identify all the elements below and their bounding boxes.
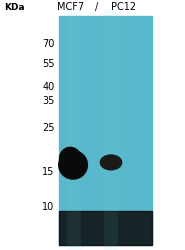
Text: KDa: KDa <box>4 3 24 12</box>
Text: 25: 25 <box>42 123 55 133</box>
Text: 40: 40 <box>42 82 55 92</box>
Text: 10: 10 <box>42 202 55 212</box>
Text: 35: 35 <box>42 96 55 106</box>
Ellipse shape <box>60 147 81 170</box>
Ellipse shape <box>59 151 88 179</box>
FancyBboxPatch shape <box>59 16 152 245</box>
FancyBboxPatch shape <box>59 210 152 245</box>
Text: 55: 55 <box>42 59 55 69</box>
Text: MCF7: MCF7 <box>57 2 84 12</box>
Text: /: / <box>95 2 98 12</box>
Text: 15: 15 <box>42 167 55 177</box>
Text: 70: 70 <box>42 39 55 49</box>
Ellipse shape <box>100 155 122 170</box>
Text: PC12: PC12 <box>111 2 137 12</box>
